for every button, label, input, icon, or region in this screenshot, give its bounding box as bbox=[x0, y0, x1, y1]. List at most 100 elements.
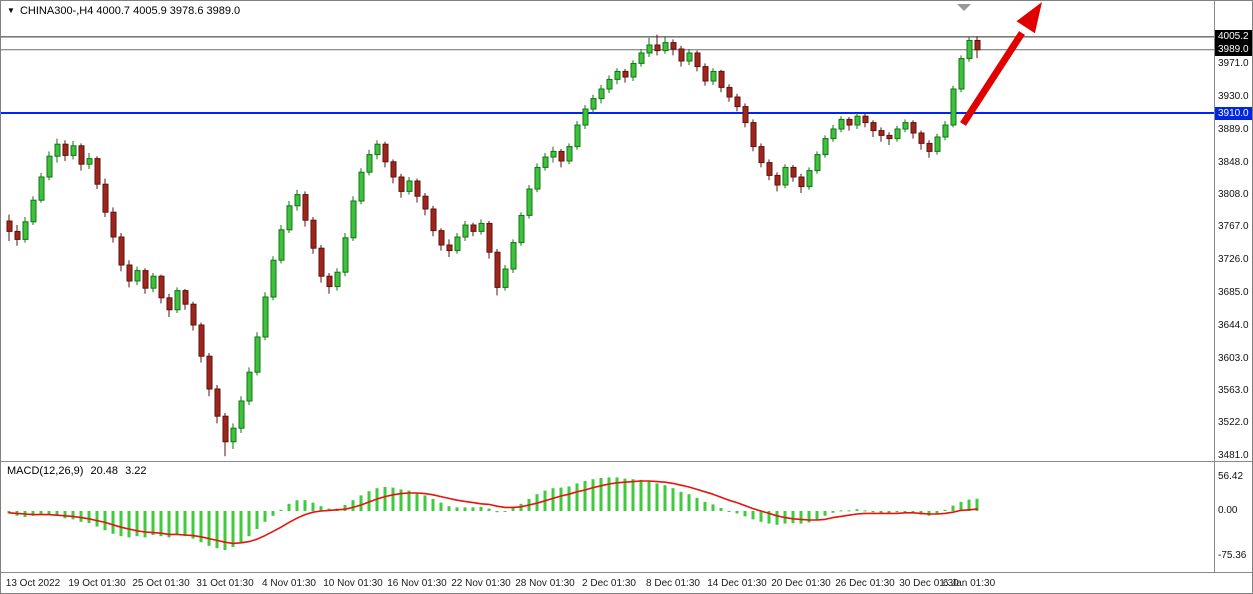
candle-body-up bbox=[550, 150, 557, 158]
macd-bar bbox=[495, 511, 499, 513]
candle-body-down bbox=[622, 70, 629, 78]
macd-bar bbox=[447, 506, 451, 511]
macd-bar bbox=[647, 481, 651, 511]
macd-bar bbox=[679, 491, 683, 511]
macd-bar bbox=[103, 511, 107, 531]
candle-body-down bbox=[142, 270, 149, 289]
macd-bar bbox=[471, 507, 475, 511]
trend-arrow-head[interactable] bbox=[1016, 2, 1043, 34]
price-hlines[interactable] bbox=[1, 36, 1214, 114]
candle-body-up bbox=[582, 108, 589, 126]
candle-body-down bbox=[654, 44, 661, 52]
candle-body-up bbox=[638, 52, 645, 64]
candle-body-up bbox=[334, 271, 341, 288]
candle-body-up bbox=[782, 166, 789, 186]
candle-body-down bbox=[310, 219, 317, 249]
candle-body-down bbox=[766, 162, 773, 176]
macd-bar bbox=[791, 511, 795, 523]
candle-body-up bbox=[950, 88, 957, 126]
candle-body-up bbox=[598, 88, 605, 100]
macd-bar bbox=[879, 511, 883, 514]
symbol-timeframe-label: CHINA300-,H4 bbox=[19, 5, 94, 17]
candle-body-down bbox=[910, 122, 917, 134]
candle-body-up bbox=[590, 98, 597, 110]
macd-bar bbox=[655, 483, 659, 511]
candle-body-up bbox=[534, 166, 541, 190]
macd-bar bbox=[551, 488, 555, 511]
macd-bar bbox=[479, 506, 483, 511]
candle-body-down bbox=[118, 236, 125, 266]
candle-body-up bbox=[942, 124, 949, 138]
macd-bar bbox=[271, 511, 275, 516]
candle-body-down bbox=[198, 324, 205, 357]
macd-bar bbox=[735, 511, 739, 514]
macd-bar bbox=[399, 489, 403, 511]
macd-bar bbox=[47, 511, 51, 515]
macd-bar bbox=[191, 511, 195, 539]
macd-bar bbox=[751, 511, 755, 520]
macd-bar bbox=[623, 478, 627, 511]
candle-body-down bbox=[742, 106, 749, 124]
macd-bar bbox=[639, 479, 643, 511]
candle-body-down bbox=[702, 66, 709, 82]
candle-body-up bbox=[814, 154, 821, 172]
candle-body-up bbox=[574, 124, 581, 148]
candle-body-down bbox=[166, 297, 173, 311]
candle-body-up bbox=[262, 296, 269, 338]
macd-bar bbox=[79, 511, 83, 522]
macd-bar bbox=[559, 487, 563, 511]
macd-bar bbox=[319, 506, 323, 511]
macd-bar bbox=[695, 497, 699, 511]
candle-body-down bbox=[486, 222, 493, 253]
macd-bar bbox=[503, 511, 507, 512]
candle-body-down bbox=[14, 230, 21, 240]
candle-body-down bbox=[62, 143, 69, 156]
chart-shift-marker-icon[interactable] bbox=[957, 4, 971, 11]
candle-body-up bbox=[254, 336, 261, 373]
macd-bar bbox=[407, 490, 411, 511]
macd-bar bbox=[871, 511, 875, 513]
candle-body-down bbox=[918, 132, 925, 144]
candle-body-up bbox=[46, 155, 53, 178]
macd-bar bbox=[39, 511, 43, 514]
macd-bar bbox=[855, 509, 859, 511]
macd-signal-value: 3.22 bbox=[125, 465, 147, 477]
macd-bar bbox=[591, 479, 595, 511]
candle-body-down bbox=[878, 130, 885, 136]
macd-bar bbox=[863, 510, 867, 512]
macd-bar bbox=[423, 495, 427, 511]
candle-body-down bbox=[694, 52, 701, 68]
candle-body-up bbox=[502, 268, 509, 288]
macd-bar bbox=[687, 494, 691, 511]
macd-bar bbox=[935, 511, 939, 514]
macd-bar bbox=[207, 511, 211, 546]
macd-bar bbox=[303, 500, 307, 511]
trend-arrow-shaft[interactable] bbox=[960, 31, 1025, 126]
candle-body-up bbox=[294, 194, 301, 207]
candle-body-up bbox=[238, 400, 245, 429]
macd-bar bbox=[175, 511, 179, 535]
candle-body-up bbox=[230, 427, 237, 443]
candle-body-up bbox=[518, 214, 525, 244]
candle-body-up bbox=[70, 145, 77, 156]
macd-bar bbox=[455, 507, 459, 511]
collapse-icon[interactable]: ▼ bbox=[7, 6, 15, 15]
macd-bar bbox=[199, 511, 203, 543]
candle-body-up bbox=[710, 70, 717, 82]
macd-bar bbox=[967, 499, 971, 511]
candle-body-down bbox=[438, 230, 445, 246]
macd-bar bbox=[87, 511, 91, 523]
macd-bar bbox=[415, 493, 419, 511]
macd-bar bbox=[743, 511, 747, 517]
macd-bar bbox=[727, 511, 731, 512]
candle-body-down bbox=[302, 194, 309, 221]
candle-body-up bbox=[510, 242, 517, 270]
trend-arrow[interactable] bbox=[960, 2, 1043, 126]
macd-bar bbox=[215, 511, 219, 549]
macd-bar bbox=[311, 502, 315, 511]
macd-bar bbox=[231, 511, 235, 547]
macd-bar bbox=[111, 511, 115, 534]
macd-bar bbox=[887, 511, 891, 514]
